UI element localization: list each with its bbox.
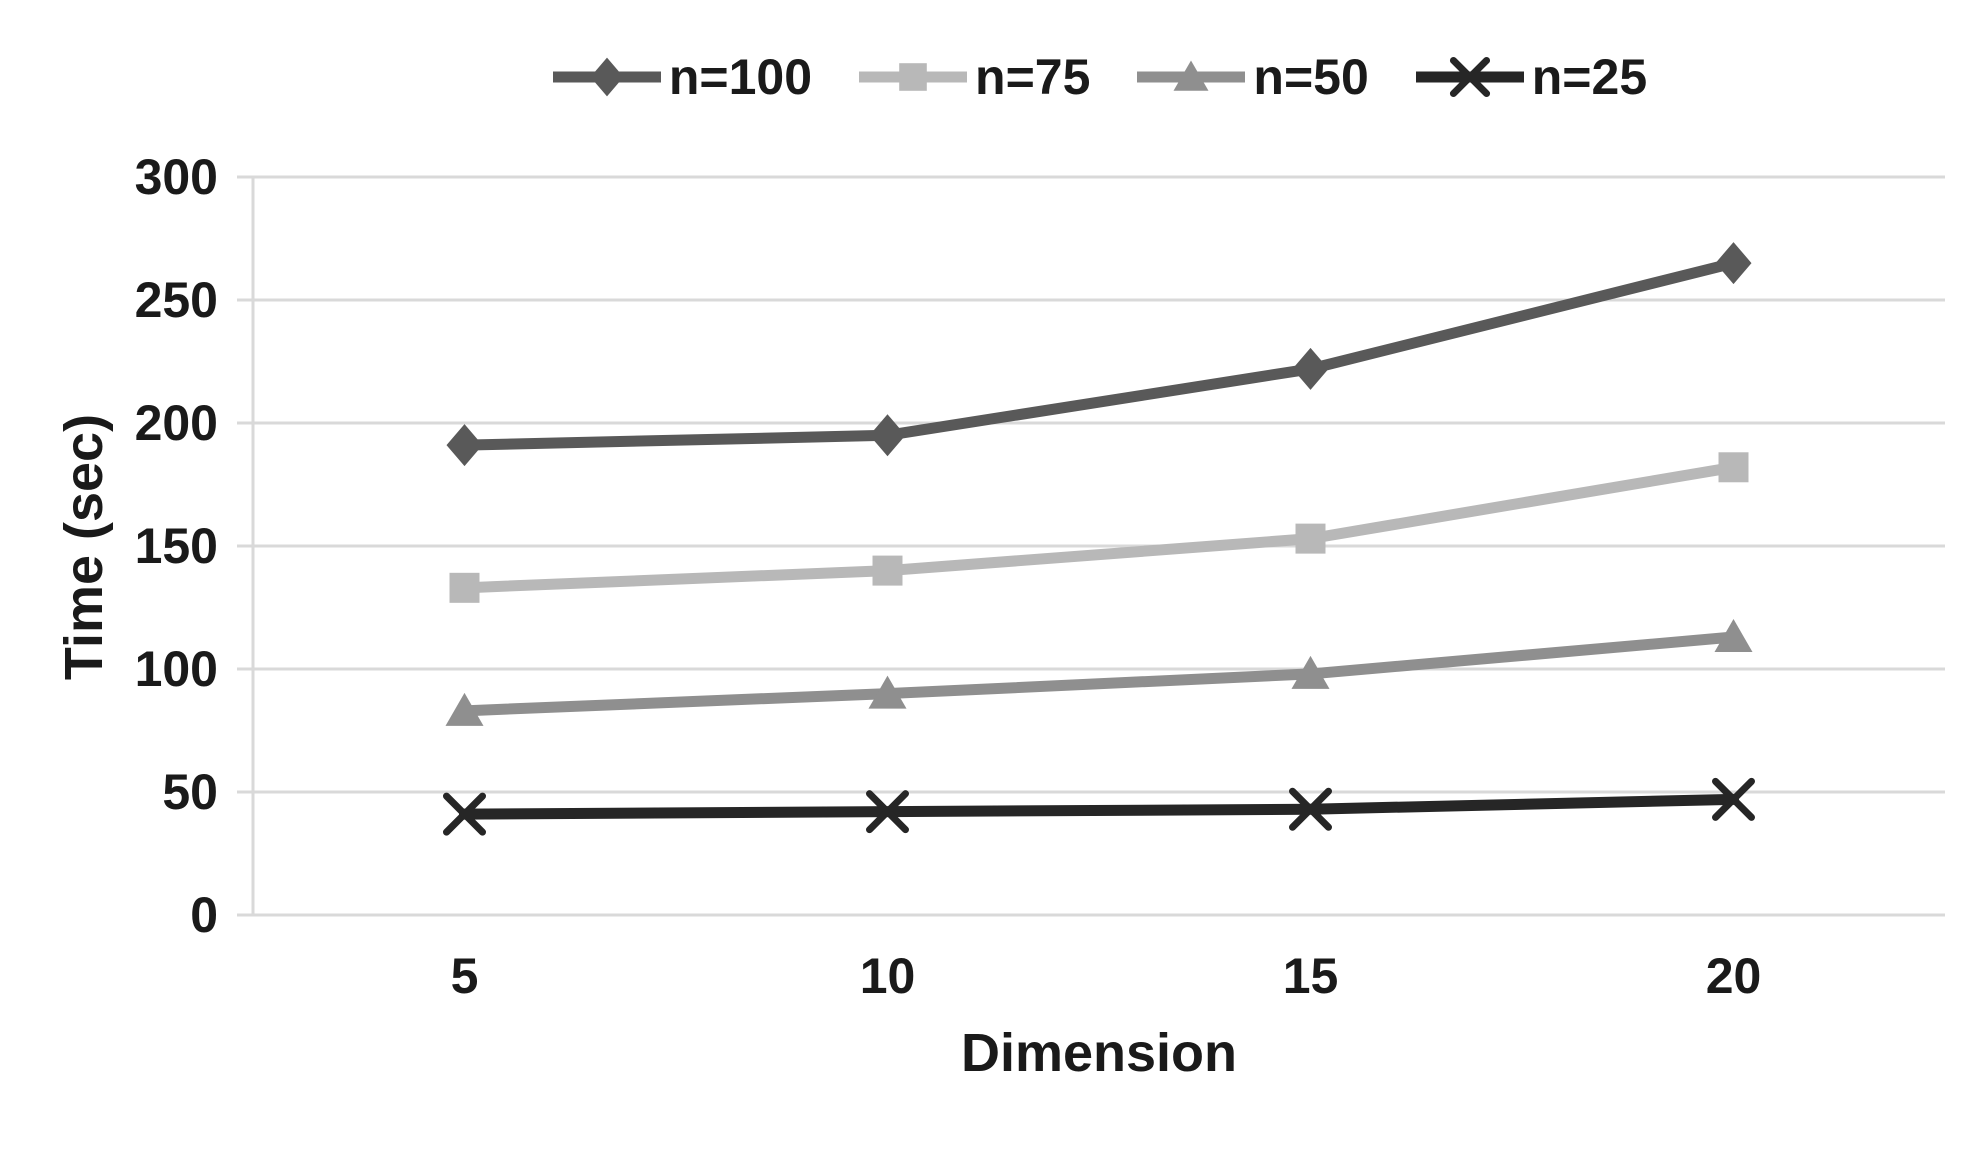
series-line-n=75: [459, 461, 1739, 594]
square-marker: [449, 572, 480, 603]
triangle-icon: [1173, 60, 1209, 91]
square-marker: [1718, 452, 1749, 483]
y-tick-label: 150: [134, 518, 218, 574]
series-line-n=50: [459, 631, 1739, 717]
legend-label: n=75: [975, 49, 1091, 105]
legend-label: n=25: [1531, 49, 1648, 105]
triangle-marker: [1714, 619, 1753, 653]
legend-item-n=100: n=100: [551, 45, 812, 109]
square-marker: [1295, 523, 1326, 554]
legend-label: n=100: [668, 49, 813, 105]
x-axis-title: Dimension: [960, 1023, 1238, 1083]
diamond-marker: [446, 424, 483, 467]
y-tick-label: 250: [134, 272, 218, 328]
x-icon: [1449, 56, 1490, 98]
y-tick-label: 100: [134, 641, 218, 697]
square-marker: [872, 555, 903, 586]
x-marker: [443, 792, 486, 836]
y-axis-title: Time (sec): [54, 413, 114, 681]
diamond-icon: [590, 57, 624, 97]
x-marker: [1289, 787, 1332, 831]
triangle-marker: [868, 675, 907, 709]
y-tick-label: 0: [190, 887, 218, 943]
x-tick-label: 20: [1705, 948, 1762, 1004]
diamond-marker: [1292, 347, 1329, 390]
square-icon: [899, 63, 927, 91]
triangle-marker: [445, 692, 484, 726]
legend-marker-diamond: [552, 57, 661, 97]
legend-marker-x: [1415, 56, 1524, 98]
x-tick-label: 15: [1282, 948, 1339, 1004]
y-tick-label: 50: [162, 764, 218, 820]
legend-label: n=50: [1253, 49, 1369, 105]
x-marker: [1712, 777, 1755, 821]
x-tick-label: 10: [859, 948, 916, 1004]
diamond-marker: [1715, 242, 1752, 285]
series-line-n=100: [459, 257, 1739, 451]
x-marker: [866, 790, 909, 834]
y-tick-label: 300: [134, 149, 218, 205]
legend-item-n=75: n=75: [857, 45, 1090, 109]
legend-marker-square: [859, 63, 968, 91]
x-tick-label: 5: [450, 948, 479, 1004]
legend-item-n=25: n=25: [1414, 45, 1647, 109]
legend-item-n=50: n=50: [1135, 45, 1369, 109]
diamond-marker: [869, 414, 906, 457]
y-tick-label: 200: [134, 395, 218, 451]
legend-marker-triangle: [1137, 60, 1246, 91]
triangle-marker: [1291, 655, 1330, 689]
series-line-n=25: [459, 793, 1739, 820]
chart-legend: n=100 n=75 n=50 n=25: [253, 42, 1945, 112]
